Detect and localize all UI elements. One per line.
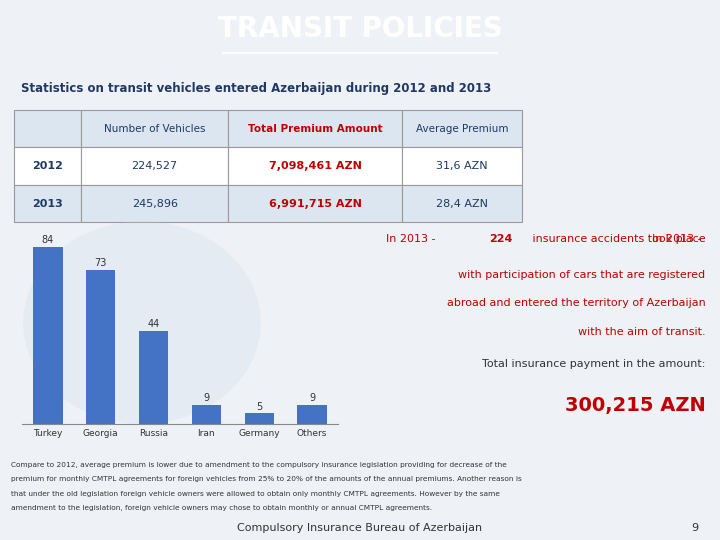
Text: that under the old legislation foreign vehicle owners were allowed to obtain onl: that under the old legislation foreign v… <box>11 491 500 497</box>
FancyBboxPatch shape <box>14 110 81 147</box>
Text: abroad and entered the territory of Azerbaijan: abroad and entered the territory of Azer… <box>446 298 706 308</box>
FancyBboxPatch shape <box>402 185 522 222</box>
FancyBboxPatch shape <box>402 147 522 185</box>
Text: 31,6 AZN: 31,6 AZN <box>436 161 488 171</box>
Ellipse shape <box>23 221 261 424</box>
Text: 9: 9 <box>309 393 315 403</box>
Bar <box>33 247 63 424</box>
FancyBboxPatch shape <box>14 185 81 222</box>
FancyBboxPatch shape <box>228 110 402 147</box>
Text: 84: 84 <box>42 235 54 245</box>
Text: 9: 9 <box>691 523 698 533</box>
Text: amendment to the legislation, foreign vehicle owners may chose to obtain monthly: amendment to the legislation, foreign ve… <box>11 505 432 511</box>
Bar <box>139 331 168 424</box>
Text: 224,527: 224,527 <box>132 161 178 171</box>
Text: 224: 224 <box>490 234 513 244</box>
Bar <box>297 405 326 424</box>
FancyBboxPatch shape <box>81 147 228 185</box>
Text: 73: 73 <box>94 258 107 268</box>
Text: Total insurance payment in the amount:: Total insurance payment in the amount: <box>482 359 706 369</box>
Text: In 2013 -: In 2013 - <box>386 234 439 244</box>
Text: 6,991,715 AZN: 6,991,715 AZN <box>269 199 361 208</box>
Bar <box>192 405 221 424</box>
Text: In 2013 -: In 2013 - <box>652 234 706 244</box>
Text: Number of Vehicles: Number of Vehicles <box>104 124 205 133</box>
Text: Average Premium: Average Premium <box>416 124 508 133</box>
Text: 28,4 AZN: 28,4 AZN <box>436 199 488 208</box>
Text: Compulsory Insurance Bureau of Azerbaijan: Compulsory Insurance Bureau of Azerbaija… <box>238 523 482 533</box>
Text: 7,098,461 AZN: 7,098,461 AZN <box>269 161 361 171</box>
FancyBboxPatch shape <box>402 110 522 147</box>
Text: 300,215 AZN: 300,215 AZN <box>564 395 706 415</box>
FancyBboxPatch shape <box>81 110 228 147</box>
Text: 2013: 2013 <box>32 199 63 208</box>
FancyBboxPatch shape <box>81 185 228 222</box>
Text: Total Premium Amount: Total Premium Amount <box>248 124 382 133</box>
Text: 9: 9 <box>203 393 210 403</box>
Bar <box>86 270 115 424</box>
FancyBboxPatch shape <box>14 147 81 185</box>
Text: Statistics on transit vehicles entered Azerbaijan during 2012 and 2013: Statistics on transit vehicles entered A… <box>22 82 492 94</box>
Text: 44: 44 <box>148 319 160 329</box>
Text: insurance accidents took place: insurance accidents took place <box>528 234 706 244</box>
Text: premium for monthly CMTPL agreements for foreign vehicles from 25% to 20% of the: premium for monthly CMTPL agreements for… <box>11 476 521 482</box>
Text: 2012: 2012 <box>32 161 63 171</box>
Text: 5: 5 <box>256 402 262 411</box>
Text: with the aim of transit.: with the aim of transit. <box>578 327 706 337</box>
Bar <box>245 413 274 424</box>
Text: TRANSIT POLICIES: TRANSIT POLICIES <box>217 15 503 43</box>
Text: 245,896: 245,896 <box>132 199 178 208</box>
FancyBboxPatch shape <box>228 185 402 222</box>
Text: Compare to 2012, average premium is lower due to amendment to the compulsory ins: Compare to 2012, average premium is lowe… <box>11 462 507 468</box>
FancyBboxPatch shape <box>228 147 402 185</box>
Text: with participation of cars that are registered: with participation of cars that are regi… <box>459 270 706 280</box>
